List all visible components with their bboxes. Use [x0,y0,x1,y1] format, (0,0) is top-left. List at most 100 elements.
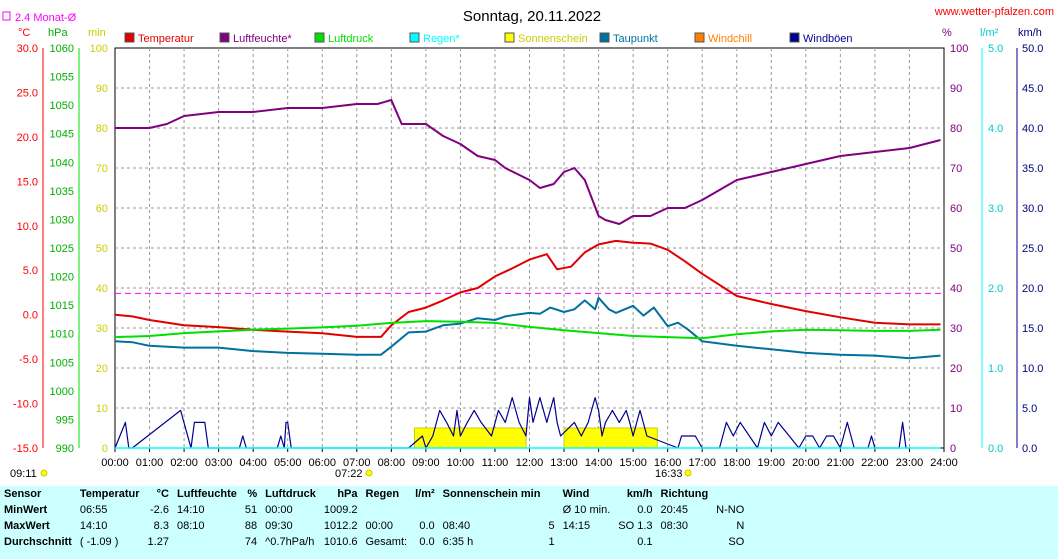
legend-swatch [124,32,135,43]
rain-tick-label: 0.0 [988,443,1003,455]
stats-header: Sensor [4,488,42,500]
time-markers: 09:11 07:22 16:33 [10,468,692,480]
stats-cell: 51 [244,504,258,516]
stats-cell [657,534,713,550]
humidity-tick-label: 80 [950,123,962,135]
unit-minutes: min [88,27,106,39]
stats-cell: 08:30 [660,520,689,532]
stats-panel: Sensor Temperatur °C Luftfeuchte% Luftdruck h… [0,486,1058,559]
stats-cell [559,534,615,550]
wind-tick-label: 15.0 [1022,323,1043,335]
stats-header-unit: °C [156,488,169,500]
humidity-tick-label: 20 [950,363,962,375]
stats-header-unit: hPa [337,488,358,500]
x-tick-label: 03:00 [205,457,233,469]
stats-row: Durchschnitt ( -1.09 ) 1.27 74 ^0.7hPa/h 1010… [0,534,748,550]
stats-cell [411,502,439,518]
temperature-tick-label: 10.0 [17,221,38,233]
temperature-tick-label: 25.0 [17,87,38,99]
x-tick-label: 17:00 [688,457,716,469]
stats-cell: 14:10 [79,520,108,532]
x-tick-label: 21:00 [827,457,855,469]
grid [114,47,945,449]
legend-swatch [599,32,610,43]
legend-swatch [694,32,705,43]
minutes-tick-label: 90 [96,83,108,95]
stats-cell: N-NO [716,504,745,516]
sunset-icon [684,469,692,477]
stats-header-unit: l/m² [415,488,435,500]
minutes-tick-label: 0 [102,443,108,455]
wind-tick-label: 50.0 [1022,43,1043,55]
x-tick-label: 10:00 [447,457,475,469]
stats-cell: N [736,520,745,532]
temperature-tick-label: 30.0 [17,43,38,55]
rain-tick-label: 3.0 [988,203,1003,215]
rain-tick-label: 2.0 [988,283,1003,295]
pressure-tick-label: 1025 [50,243,74,255]
sun-icon [40,469,48,477]
x-tick-label: 14:00 [585,457,613,469]
site-url[interactable]: www.wetter-pfalzen.com [934,6,1054,18]
stats-cell [362,502,412,518]
weather-chart: Sonntag, 20.11.2022 2.4 Monat-Ø °C hPa m… [2,8,1044,480]
humidity-tick-label: 50 [950,243,962,255]
legend-swatch [504,32,515,43]
stats-cell: 00:00 [365,520,394,532]
unit-rain: l/m² [980,27,999,39]
minutes-tick-label: 80 [96,123,108,135]
x-tick-label: 24:00 [930,457,958,469]
stats-cell: 0.1 [637,536,653,548]
stats-cell: 09:30 [265,520,293,532]
pressure-tick-label: 990 [56,443,74,455]
stats-cell: 8.3 [153,520,169,532]
stats-row-label: Durchschnitt [4,536,72,548]
x-tick-label: 22:00 [861,457,889,469]
axes: 30.0 25.0 20.0 15.0 10.0 5.0 0.0 -5.0 -10.0 -15.0… [13,43,1044,469]
legend-swatch [789,32,800,43]
stats-header-row: Sensor Temperatur °C Luftfeuchte% Luftdruck h… [0,486,748,502]
unit-wind: km/h [1018,27,1042,39]
x-tick-label: 02:00 [170,457,198,469]
x-tick-label: 12:00 [516,457,544,469]
humidity-tick-label: 60 [950,203,962,215]
pressure-tick-label: 1040 [50,157,74,169]
stats-table: Sensor Temperatur °C Luftfeuchte% Luftdruck h… [0,486,748,550]
x-tick-label: 23:00 [896,457,924,469]
rain-tick-label: 5.0 [988,43,1003,55]
pressure-tick-label: 1050 [50,100,74,112]
avg-label: 2.4 Monat-Ø [15,12,77,24]
stats-header: Luftdruck [265,488,316,500]
temperature-tick-label: -10.0 [13,399,38,411]
stats-cell: 08:10 [176,520,205,532]
legend-label: Sonnenschein [518,33,588,45]
chart-marks [114,99,944,449]
stats-header-unit: km/h [626,488,653,500]
humidity-tick-label: 0 [950,443,956,455]
minutes-tick-label: 40 [96,283,108,295]
rain-tick-label: 4.0 [988,123,1003,135]
stats-cell: SO 1.3 [618,520,653,532]
sunrise-time: 07:22 [335,468,363,480]
pressure-tick-label: 1035 [50,186,74,198]
x-tick-label: 20:00 [792,457,820,469]
chart-title: Sonntag, 20.11.2022 [463,8,601,25]
humidity-tick-label: 90 [950,83,962,95]
stats-header: Regen [365,488,400,500]
temperature-tick-label: -15.0 [13,443,38,455]
sunshine-bar [563,427,658,449]
legend-label: Temperatur [138,33,194,45]
x-tick-label: 08:00 [378,457,406,469]
stats-cell: 5 [548,520,555,532]
wind-tick-label: 10.0 [1022,363,1043,375]
minutes-tick-label: 30 [96,323,108,335]
humidity-tick-label: 30 [950,323,962,335]
pressure-tick-label: 1030 [50,214,74,226]
stats-row: MaxWert 14:10 8.3 08:10 88 09:30 1012.2 00:00 0.… [0,518,748,534]
pressure-tick-label: 1045 [50,129,74,141]
stats-cell: 1012.2 [323,520,358,532]
minutes-tick-label: 60 [96,203,108,215]
stats-cell: 0.0 [419,520,435,532]
legend-swatch [409,32,420,43]
x-tick-label: 13:00 [550,457,578,469]
